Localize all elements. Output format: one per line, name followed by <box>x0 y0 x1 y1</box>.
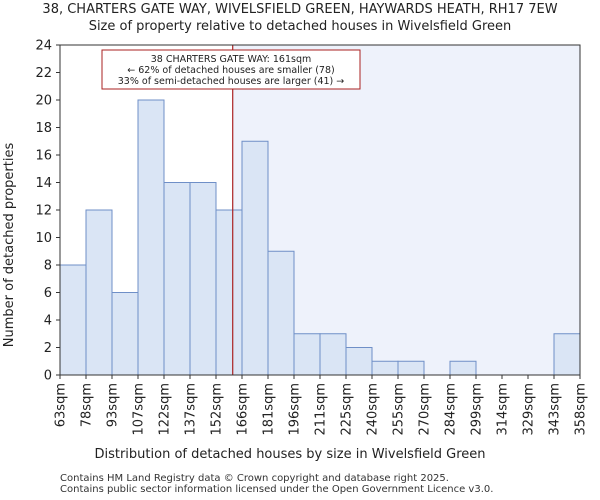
chart-subtitle: Size of property relative to detached ho… <box>88 19 512 34</box>
y-tick-label-9: 18 <box>35 121 52 136</box>
bar-19 <box>553 333 581 376</box>
bar-12 <box>371 360 399 376</box>
x-tick-label-1: 78sqm <box>80 383 95 427</box>
bar-10 <box>319 333 347 376</box>
x-tick-label-16: 299sqm <box>470 383 485 436</box>
x-tick-label-20: 358sqm <box>574 383 589 436</box>
y-tick-label-4: 8 <box>44 259 52 274</box>
x-axis-label: Distribution of detached houses by size … <box>94 447 485 462</box>
footer-line-1: Contains HM Land Registry data © Crown c… <box>60 473 449 484</box>
x-tick-label-15: 284sqm <box>444 383 459 436</box>
x-tick-label-8: 181sqm <box>262 383 277 436</box>
bar-9 <box>293 333 321 376</box>
y-tick-label-11: 22 <box>35 66 52 81</box>
bar-2 <box>111 292 139 376</box>
x-tick-label-18: 329sqm <box>522 383 537 436</box>
x-tick-label-19: 343sqm <box>548 383 563 436</box>
bar-1 <box>85 209 113 376</box>
x-tick-label-10: 211sqm <box>314 383 329 436</box>
x-tick-label-12: 240sqm <box>366 383 381 436</box>
y-tick-label-6: 12 <box>35 204 52 219</box>
x-tick-label-7: 166sqm <box>236 383 251 436</box>
x-tick-label-0: 63sqm <box>54 383 69 427</box>
x-tick-label-3: 107sqm <box>132 383 147 436</box>
bar-8 <box>267 250 295 376</box>
y-tick-label-12: 24 <box>35 39 52 54</box>
bar-13 <box>397 360 425 376</box>
y-tick-label-1: 2 <box>44 341 52 356</box>
footer-line-2: Contains public sector information licen… <box>60 484 494 495</box>
plot-frame <box>59 44 581 376</box>
annotation-box <box>101 49 361 90</box>
y-tick-label-2: 4 <box>44 314 52 329</box>
x-tick-label-13: 255sqm <box>392 383 407 436</box>
x-tick-label-11: 225sqm <box>340 383 355 436</box>
annotation-line3: 33% of semi-detached houses are larger (… <box>118 76 345 87</box>
y-tick-label-8: 16 <box>35 149 52 164</box>
annotation-line1: 38 CHARTERS GATE WAY: 161sqm <box>151 54 311 65</box>
bar-15 <box>449 360 477 376</box>
bar-3 <box>137 99 165 376</box>
bar-4 <box>163 182 191 376</box>
x-tick-label-4: 122sqm <box>158 383 173 436</box>
annotation-line2: ← 62% of detached houses are smaller (78… <box>127 65 334 76</box>
x-tick-label-9: 196sqm <box>288 383 303 436</box>
y-tick-label-7: 14 <box>35 176 52 191</box>
y-tick-label-3: 6 <box>44 286 52 301</box>
bar-6 <box>215 209 243 376</box>
x-tick-label-2: 93sqm <box>106 383 121 427</box>
x-tick-label-17: 314sqm <box>496 383 511 436</box>
y-tick-label-0: 0 <box>44 369 52 384</box>
chart-title: 38, CHARTERS GATE WAY, WIVELSFIELD GREEN… <box>42 2 558 17</box>
bar-5 <box>189 182 217 376</box>
bar-7 <box>241 140 269 376</box>
x-tick-label-5: 137sqm <box>184 383 199 436</box>
y-tick-label-5: 10 <box>35 231 52 246</box>
x-tick-label-14: 270sqm <box>418 383 433 436</box>
bar-0 <box>59 264 87 376</box>
x-tick-label-6: 152sqm <box>210 383 225 436</box>
bar-11 <box>345 347 373 376</box>
y-axis-label: Number of detached properties <box>2 143 17 348</box>
y-tick-label-10: 20 <box>35 94 52 109</box>
